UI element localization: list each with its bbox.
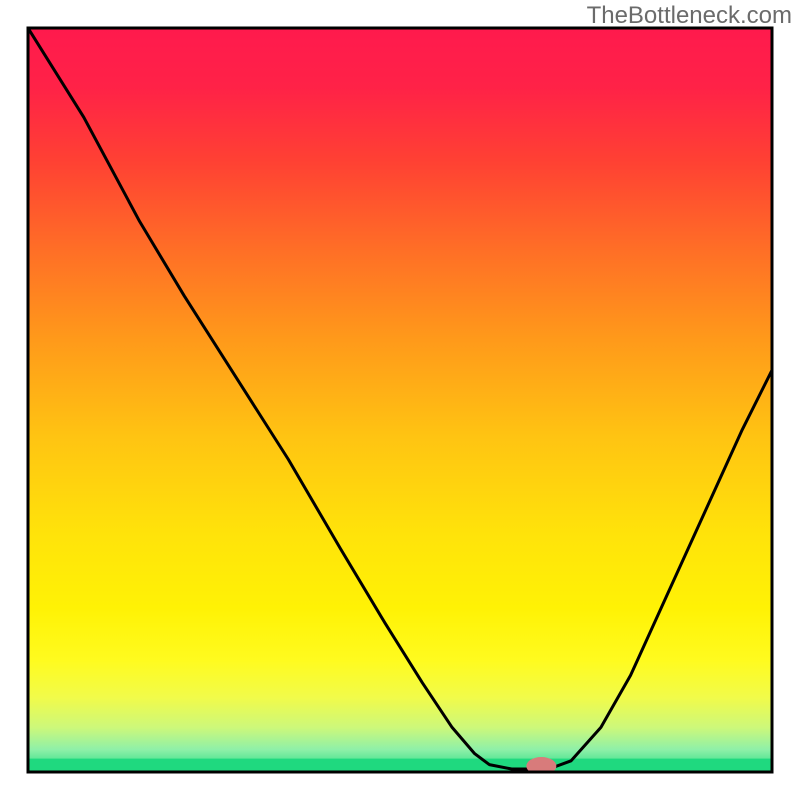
plot-area [28, 28, 772, 775]
chart-container: TheBottleneck.com [0, 0, 800, 800]
bottom-green-band [28, 759, 772, 772]
bottleneck-chart [0, 0, 800, 800]
watermark-text: TheBottleneck.com [587, 2, 792, 30]
gradient-background [28, 28, 772, 772]
